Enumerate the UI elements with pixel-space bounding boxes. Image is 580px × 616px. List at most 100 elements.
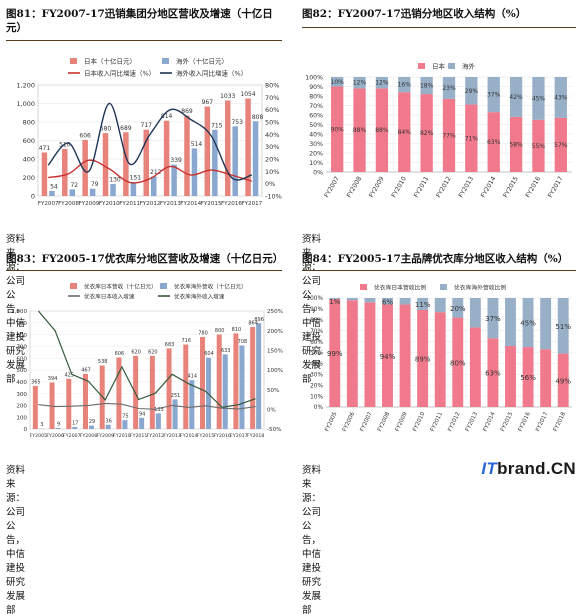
data-label: 89% <box>415 355 431 363</box>
data-label: 63% <box>487 139 501 146</box>
x-tick-label: FY2017 <box>547 175 565 199</box>
data-label: 9 <box>57 421 60 427</box>
x-tick-label: FY2007 <box>359 411 373 433</box>
legend-swatch <box>448 63 455 69</box>
data-label: 717 <box>141 122 153 129</box>
bar-uniqlo-overseas <box>122 420 127 429</box>
data-label: 42% <box>509 94 523 101</box>
x-tick-label: FY2014 <box>180 433 198 439</box>
y-tick-label-left: 0 <box>31 193 35 201</box>
x-tick-label: FY2013 <box>163 433 181 439</box>
data-label: 43% <box>554 94 568 101</box>
bar-uniqlo-overseas-share <box>364 298 375 302</box>
y-tick-label-right: 30% <box>265 143 279 151</box>
data-label: 753 <box>231 119 243 126</box>
bar-uniqlo-japan-share <box>470 327 481 407</box>
y-tick-label: 0% <box>314 405 324 411</box>
y-tick-label-left: 0 <box>23 427 27 433</box>
y-tick-label-left: 1,200 <box>16 82 35 90</box>
bar-uniqlo-japan-share <box>347 300 358 407</box>
bar-uniqlo-overseas <box>56 428 61 429</box>
bar-uniqlo-overseas-share <box>400 298 411 305</box>
bar-uniqlo-overseas <box>139 418 144 429</box>
bar-uniqlo-japan <box>150 356 155 429</box>
data-label: 57% <box>554 142 568 149</box>
data-label: 467 <box>81 367 91 373</box>
x-tick-label: FY2011 <box>430 411 444 433</box>
x-tick-label: FY2009 <box>395 411 409 433</box>
x-tick-label: FY2010 <box>99 201 120 207</box>
chart-3: 01002003004005006007008009001,000-50%0%5… <box>4 273 286 445</box>
y-tick-label: 70% <box>310 329 323 335</box>
y-tick-label-left: 600 <box>16 356 27 362</box>
y-tick-label-right: 200% <box>267 329 283 335</box>
y-tick-label-right: -50% <box>267 427 281 433</box>
data-label: 49% <box>555 377 571 385</box>
bar-uniqlo-japan <box>83 374 88 429</box>
data-label: 896 <box>254 317 264 323</box>
y-tick-label-right: 0% <box>267 408 276 414</box>
bar-overseas <box>253 121 258 196</box>
data-label: 620 <box>131 349 141 355</box>
y-tick-label-left: 800 <box>16 333 27 339</box>
y-tick-label: 100% <box>305 74 323 81</box>
x-tick-label: FY2015 <box>500 411 514 433</box>
data-label: 55% <box>532 143 546 150</box>
data-label: 604 <box>204 351 214 357</box>
source-note: 资料来源：公司公告，中信建投研究发展部 <box>6 462 25 616</box>
bar-uniqlo-japan <box>66 379 71 429</box>
y-tick-label: 20% <box>309 150 323 157</box>
legend-label: 海外（十亿日元） <box>176 57 228 66</box>
bar-japan <box>184 116 189 196</box>
y-tick-label: 40% <box>310 362 323 368</box>
legend-label: 日本收入同比增速（%） <box>84 69 155 78</box>
y-tick-label: 10% <box>309 160 323 167</box>
legend-label: 优衣库海外营收（十亿日元） <box>174 283 247 291</box>
y-tick-label-left: 1,000 <box>11 309 27 315</box>
x-tick-label: FY2016 <box>518 411 532 433</box>
legend-swatch <box>70 283 77 289</box>
y-tick-label-right: 50% <box>265 119 279 127</box>
data-label: 394 <box>48 376 58 382</box>
title-rule <box>6 40 282 41</box>
legend-swatch <box>360 284 367 290</box>
x-tick-label: FY2011 <box>130 433 148 439</box>
y-tick-label: 70% <box>309 103 323 110</box>
data-label: 90% <box>331 126 345 133</box>
x-tick-label: FY2015 <box>201 201 222 207</box>
y-tick-label: 90% <box>310 307 323 313</box>
data-label: 251 <box>171 393 181 399</box>
y-tick-label: 0% <box>313 169 323 176</box>
y-tick-label: 90% <box>309 84 323 91</box>
data-label: 1033 <box>220 93 235 100</box>
x-tick-label: FY2011 <box>413 175 431 199</box>
data-label: 633 <box>221 348 231 354</box>
x-tick-label: FY2017 <box>535 411 549 433</box>
data-label: 606 <box>115 351 125 357</box>
legend-label: 优衣库日本营收（十亿日元） <box>84 283 157 291</box>
y-tick-label-right: 100% <box>267 368 283 374</box>
bar-uniqlo-overseas <box>239 345 244 429</box>
x-tick-label: FY2016 <box>221 201 242 207</box>
x-tick-label: FY2006 <box>342 411 356 433</box>
x-tick-label: FY2012 <box>147 433 165 439</box>
data-label: 810 <box>232 327 242 333</box>
x-tick-label: FY2008 <box>346 175 364 199</box>
legend-label: 优衣库日本收入增速 <box>84 293 135 301</box>
legend-label: 海外 <box>462 62 476 71</box>
y-tick-label: 40% <box>309 131 323 138</box>
data-label: 29 <box>89 419 95 425</box>
chart-4: 0%10%20%30%40%50%60%70%80%90%100%99%1%FY… <box>300 273 578 450</box>
y-tick-label: 100% <box>306 296 323 302</box>
watermark-logo: ITbrand.CN <box>481 459 576 479</box>
y-tick-label: 50% <box>310 351 323 357</box>
y-tick-label-right: 250% <box>267 309 283 315</box>
x-tick-label: FY2008 <box>377 411 391 433</box>
x-tick-label: FY2012 <box>447 411 461 432</box>
y-tick-label-right: 60% <box>265 106 279 114</box>
x-tick-label: FY2005 <box>324 411 338 433</box>
y-tick-label: 30% <box>310 373 323 379</box>
data-label: 23% <box>442 85 456 92</box>
data-label: 51% <box>555 323 571 331</box>
bar-uniqlo-overseas <box>106 425 111 429</box>
